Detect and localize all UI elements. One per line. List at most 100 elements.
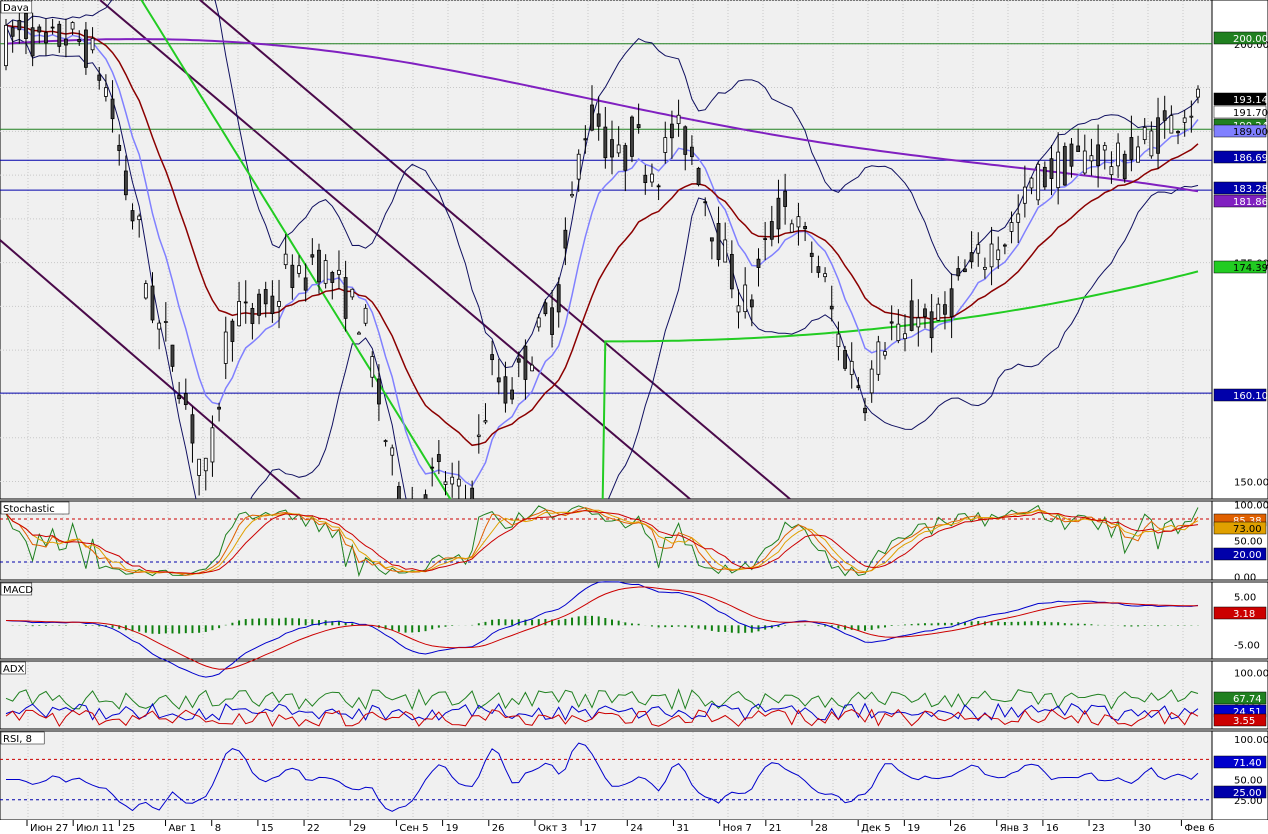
candle	[989, 243, 994, 268]
price-tag-label: 183.28	[1233, 184, 1268, 195]
candle	[217, 406, 221, 410]
panel-1-frame	[0, 500, 1213, 581]
candle	[576, 153, 581, 180]
price-tag	[1213, 105, 1267, 119]
axis-tick-label: -5.00	[1234, 641, 1260, 652]
candle	[889, 321, 894, 324]
candle	[1149, 130, 1154, 157]
candle	[117, 144, 122, 151]
candle	[596, 113, 601, 127]
x-axis-label: Июл 11	[76, 823, 114, 834]
price-tag-label: 193.14	[1233, 95, 1268, 106]
candle	[923, 308, 927, 317]
x-axis-label: 25	[122, 823, 135, 834]
candle	[570, 194, 574, 197]
candle	[836, 333, 841, 347]
candle	[70, 22, 75, 30]
x-axis-label: 31	[676, 823, 689, 834]
candle	[656, 185, 661, 188]
panel-0-axis	[1211, 0, 1268, 500]
panel-4-frame	[0, 730, 1213, 821]
axis-tick-label: 0.00	[1234, 572, 1256, 583]
price-tag-label: 174.39	[1233, 263, 1268, 274]
panel-title: RSI, 8	[3, 734, 32, 745]
x-axis-label: 26	[492, 823, 505, 834]
candle	[876, 341, 881, 375]
x-axis-label: 16	[1046, 823, 1059, 834]
candle	[123, 170, 128, 196]
candle	[556, 284, 561, 313]
trend-channel	[0, 0, 791, 500]
x-axis-label: Авг 1	[169, 823, 197, 834]
candle	[1142, 127, 1147, 141]
candle	[443, 481, 448, 485]
candle	[1009, 222, 1014, 232]
candle	[423, 494, 428, 499]
candle	[909, 300, 914, 331]
candle	[177, 395, 182, 400]
candle	[490, 354, 495, 361]
candle	[103, 87, 108, 97]
x-axis-label: 8	[215, 823, 221, 834]
candle	[1162, 110, 1167, 121]
x-axis-label: 24	[630, 823, 643, 834]
candle	[1049, 158, 1054, 179]
candle	[616, 144, 621, 154]
price-tag	[1213, 713, 1267, 727]
candle	[610, 139, 614, 158]
candle	[749, 299, 754, 308]
candle	[683, 126, 688, 155]
candle	[170, 344, 175, 367]
candle	[643, 174, 648, 184]
stochastic-series	[0, 504, 1212, 578]
channel-line	[0, 239, 301, 500]
candle	[1109, 166, 1114, 176]
candle	[303, 277, 308, 291]
candle	[283, 253, 288, 266]
candle	[996, 249, 1001, 261]
candle	[1069, 143, 1074, 167]
candle	[709, 237, 714, 242]
candle	[703, 201, 708, 204]
candle	[190, 414, 195, 444]
candle	[1022, 186, 1027, 204]
candle	[823, 273, 827, 278]
candle	[1016, 213, 1021, 223]
price-tag-label: 3.55	[1233, 716, 1255, 727]
candle	[863, 407, 867, 414]
candle	[769, 221, 774, 240]
price-tag	[1213, 181, 1267, 195]
axis-tick-label: 100.00	[1234, 735, 1268, 746]
candle	[976, 244, 981, 254]
candle	[676, 114, 681, 125]
candle	[843, 350, 847, 369]
candle	[563, 229, 568, 249]
price-tag	[1213, 388, 1267, 402]
candle	[603, 126, 608, 159]
candle	[903, 333, 907, 340]
candle	[90, 38, 95, 51]
candle	[1176, 130, 1180, 134]
candle	[4, 24, 8, 67]
candle	[1036, 163, 1041, 201]
candle	[743, 284, 748, 313]
candle	[357, 332, 361, 335]
candle	[983, 266, 987, 270]
panel-title: ADX	[3, 664, 25, 675]
candle	[963, 268, 967, 273]
candle	[183, 393, 188, 406]
candle	[157, 322, 162, 330]
candle	[663, 137, 668, 153]
x-axis-label: 30	[1138, 823, 1151, 834]
candle	[310, 254, 315, 258]
candle	[623, 145, 628, 171]
candle	[230, 320, 235, 342]
candle	[776, 197, 781, 230]
price-tag-label: 3.18	[1233, 609, 1255, 620]
candle	[789, 223, 794, 233]
candle	[530, 364, 534, 372]
candle	[650, 173, 654, 183]
ma-green	[140, 0, 1199, 499]
bollinger-upper	[5, 0, 1199, 369]
